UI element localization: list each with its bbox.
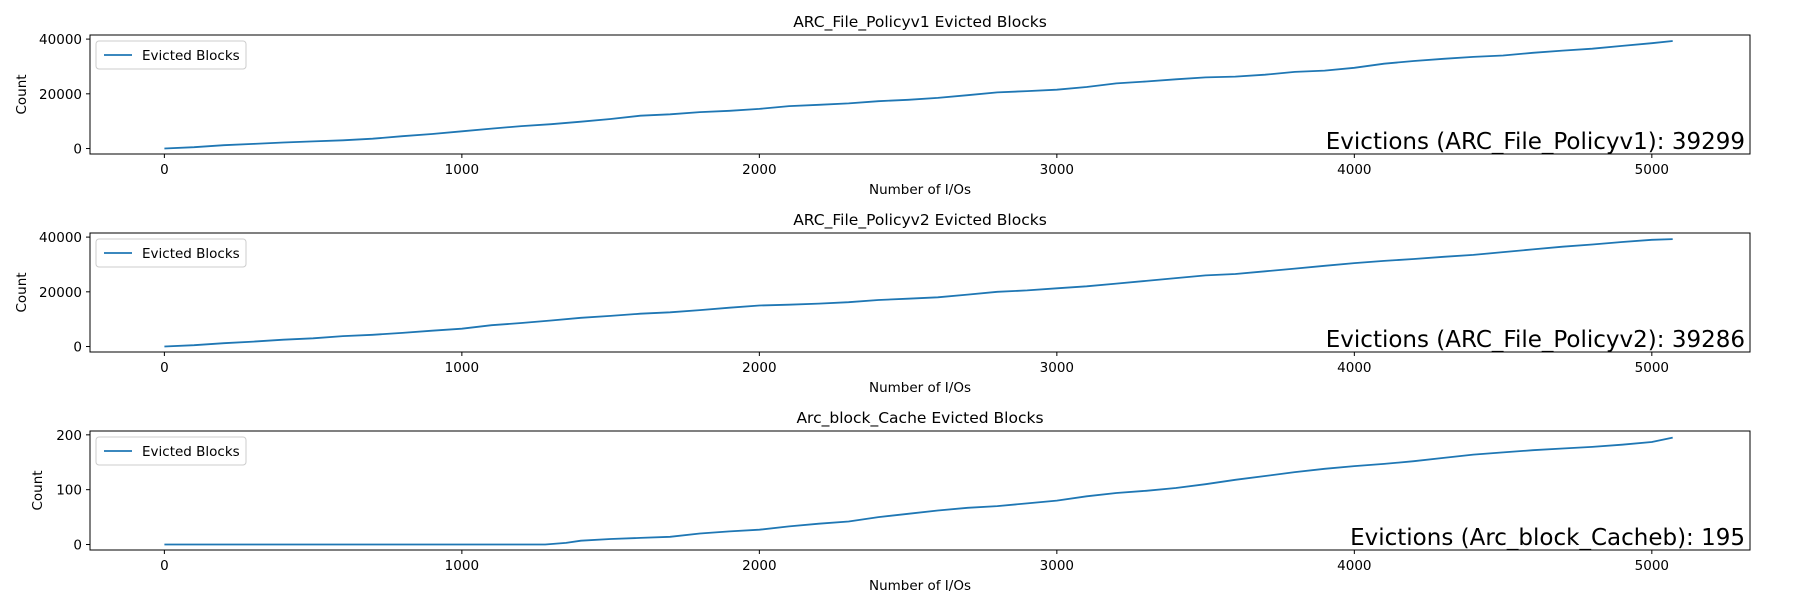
x-tick-label: 1000 [445,360,479,376]
x-tick-label: 2000 [742,360,776,376]
x-tick-label: 4000 [1337,360,1371,376]
y-tick-label: 40000 [39,32,82,48]
x-axis-label: Number of I/Os [869,182,971,198]
series-line-1 [164,436,1673,546]
legend-box [95,436,247,466]
x-tick-label: 0 [160,162,169,178]
x-tick-label: 3000 [1040,558,1074,574]
x-tick-label: 4000 [1337,162,1371,178]
legend: Evicted Blocks [95,40,247,70]
y-axis-label: Count [14,74,30,114]
x-tick-label: 0 [160,558,169,574]
axes-frame [89,430,1751,551]
legend-box [95,238,247,268]
y-tick-label: 0 [73,142,82,158]
chart-title: ARC_File_Policyv2 Evicted Blocks [793,211,1047,230]
legend: Evicted Blocks [95,238,247,268]
y-tick-label: 100 [56,483,82,499]
x-axis-label: Number of I/Os [869,380,971,396]
y-tick-label: 20000 [39,87,82,103]
x-axis-label: Number of I/Os [869,578,971,594]
x-tick-label: 1000 [445,162,479,178]
subplot-1: ARC_File_Policyv1 Evicted Blocks 0 1000 200… [14,13,1751,198]
x-tick-label: 0 [160,360,169,376]
y-axis-label: Count [14,272,30,312]
chart-title: Arc_block_Cache Evicted Blocks [796,409,1043,428]
x-tick-label: 3000 [1040,360,1074,376]
series-line-1 [164,40,1673,150]
legend: Evicted Blocks [95,436,247,466]
x-tick-label: 5000 [1635,162,1669,178]
series-line-1 [164,238,1673,348]
x-tick-label: 2000 [742,162,776,178]
y-tick-label: 0 [73,538,82,554]
legend-label: Evicted Blocks [142,444,240,460]
x-tick-label: 5000 [1635,558,1669,574]
evictions-annotation: Evictions (ARC_File_Policyv1): 39299 [1326,129,1745,155]
chart-title: ARC_File_Policyv1 Evicted Blocks [793,13,1047,32]
subplot-2: ARC_File_Policyv2 Evicted Blocks 0 1000 200… [14,211,1751,396]
legend-label: Evicted Blocks [142,48,240,64]
x-tick-label: 3000 [1040,162,1074,178]
legend-box [95,40,247,70]
axes-frame [89,232,1751,353]
y-axis-label: Count [30,470,46,510]
y-tick-label: 20000 [39,285,82,301]
y-tick-label: 200 [56,428,82,444]
x-tick-label: 4000 [1337,558,1371,574]
x-tick-label: 5000 [1635,360,1669,376]
x-tick-label: 1000 [445,558,479,574]
x-tick-label: 2000 [742,558,776,574]
y-tick-label: 40000 [39,230,82,246]
evictions-annotation: Evictions (Arc_block_Cacheb): 195 [1350,525,1745,551]
y-tick-label: 0 [73,340,82,356]
axes-frame [89,34,1751,155]
legend-label: Evicted Blocks [142,246,240,262]
evictions-annotation: Evictions (ARC_File_Policyv2): 39286 [1326,327,1745,353]
